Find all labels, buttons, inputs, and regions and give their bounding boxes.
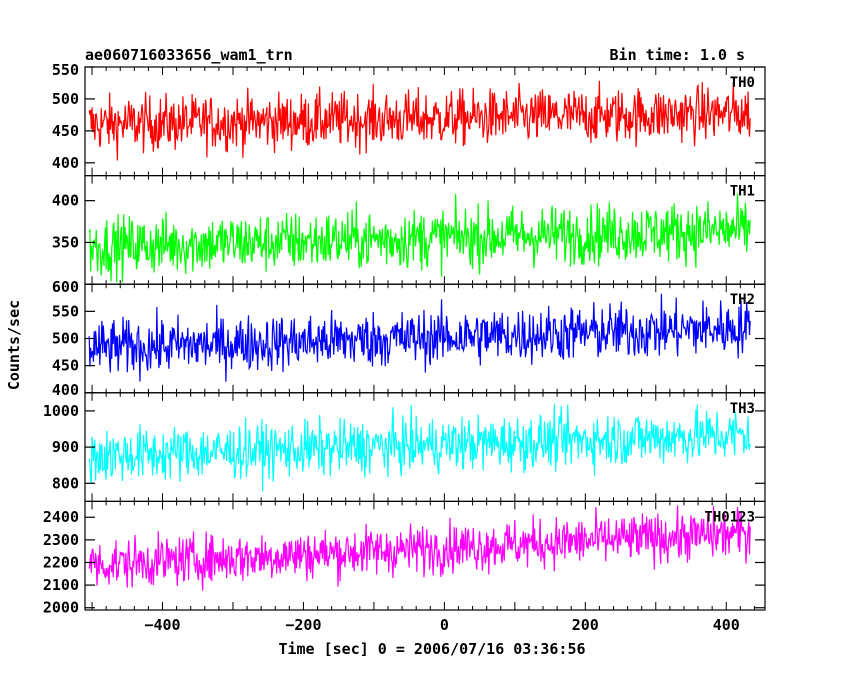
x-tick-label: −200 [285,616,321,634]
y-tick-label: 550 [52,61,79,79]
panel-th2: 400 450 500 550 600 TH2 [52,278,766,399]
panel-name-label: TH3 [730,401,755,417]
x-tick-label: 400 [713,616,740,634]
y-tick-label: 1000 [43,402,79,420]
y-tick-label: 500 [52,330,79,348]
y-tick-label: 400 [52,381,79,399]
y-axis-label: Counts/sec [5,300,23,390]
y-tick-label: 400 [52,154,79,172]
y-tick-label: 400 [52,192,79,210]
lightcurve-th0123 [88,505,751,591]
x-tick-label: 0 [440,616,449,634]
y-tick-label: 550 [52,302,79,320]
panel-name-label: TH0123 [704,509,755,525]
y-tick-label: 900 [52,438,79,456]
y-tick-label: 2300 [43,531,79,549]
panels-group: 400 450 500 550 TH0 350 400 TH1 400 450 500 550 600 T… [43,61,766,634]
y-tick-label: 350 [52,233,79,251]
panel-name-label: TH0 [730,75,755,91]
y-tick-label: 2000 [43,599,79,617]
bin-time-label: Bin time: 1.0 s [610,46,745,64]
panel-th0: 400 450 500 550 TH0 [52,61,766,177]
x-axis-label: Time [sec] 0 = 2006/07/16 03:36:56 [278,640,585,658]
lightcurve-th3 [88,404,751,492]
y-tick-label: 2200 [43,553,79,571]
y-tick-label: 500 [52,90,79,108]
panel-th3: 800 900 1000 TH3 [43,392,766,502]
x-tick-label: −400 [144,616,180,634]
panel-th0123: 2000 2100 2200 2300 2400 TH0123 [43,500,766,617]
y-tick-label: 450 [52,357,79,375]
lightcurve-th0 [88,80,751,161]
lightcurve-th1 [88,193,751,283]
y-tick-label: 600 [52,278,79,296]
y-tick-label: 2100 [43,576,79,594]
panel-name-label: TH2 [730,292,755,308]
panel-name-label: TH1 [730,184,755,200]
y-tick-label: 800 [52,474,79,492]
panel-th1: 350 400 TH1 [52,175,766,285]
y-tick-label: 2400 [43,508,79,526]
panel-frame [84,500,766,611]
x-tick-label: 200 [572,616,599,634]
y-tick-label: 450 [52,122,79,140]
source-title: ae060716033656_wam1_trn [85,46,293,64]
lightcurve-th2 [88,293,751,382]
